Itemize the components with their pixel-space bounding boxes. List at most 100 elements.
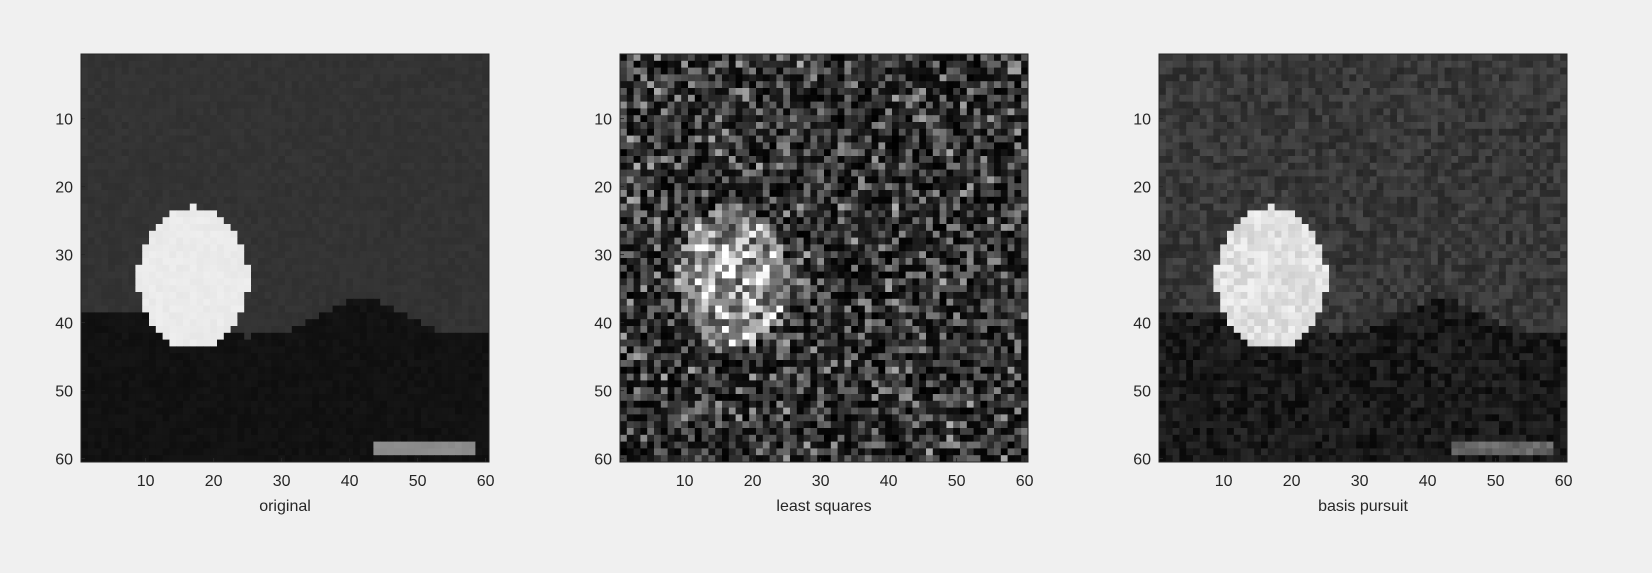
- heatmap-cell: [291, 94, 299, 102]
- heatmap-cell: [810, 169, 818, 177]
- heatmap-cell: [468, 258, 476, 266]
- heatmap-cell: [421, 60, 429, 68]
- heatmap-cell: [728, 54, 736, 62]
- heatmap-cell: [121, 360, 129, 368]
- heatmap-cell: [325, 128, 333, 136]
- heatmap-cell: [421, 441, 429, 449]
- heatmap-cell: [339, 230, 347, 238]
- heatmap-cell: [94, 421, 102, 429]
- heatmap-cell: [407, 60, 415, 68]
- heatmap-cell: [149, 244, 157, 252]
- heatmap-cell: [230, 128, 238, 136]
- heatmap-cell: [285, 108, 293, 116]
- heatmap-cell: [312, 326, 320, 334]
- heatmap-cell: [271, 251, 279, 259]
- heatmap-cell: [858, 169, 866, 177]
- heatmap-cell: [660, 162, 668, 170]
- heatmap-cell: [885, 203, 893, 211]
- heatmap-cell: [715, 74, 723, 82]
- heatmap-cell: [475, 230, 483, 238]
- heatmap-cell: [115, 149, 123, 157]
- heatmap-cell: [162, 135, 170, 143]
- heatmap-cell: [183, 332, 191, 340]
- heatmap-cell: [461, 169, 469, 177]
- heatmap-cell: [973, 88, 981, 96]
- heatmap-cell: [339, 169, 347, 177]
- heatmap-cell: [830, 115, 838, 123]
- heatmap-cell: [149, 74, 157, 82]
- heatmap-cell: [101, 156, 109, 164]
- heatmap-cell: [169, 74, 177, 82]
- heatmap-cell: [434, 339, 442, 347]
- heatmap-cell: [121, 326, 129, 334]
- heatmap-cell: [264, 203, 272, 211]
- heatmap-cell: [407, 434, 415, 442]
- heatmap-cell: [81, 441, 89, 449]
- heatmap-cell: [421, 394, 429, 402]
- heatmap-cell: [176, 156, 184, 164]
- heatmap-cell: [203, 244, 211, 252]
- heatmap-cell: [189, 224, 197, 232]
- heatmap-cell: [790, 142, 798, 150]
- heatmap-cell: [278, 122, 286, 130]
- heatmap-cell: [966, 176, 974, 184]
- heatmap-cell: [312, 312, 320, 320]
- heatmap-cell: [359, 128, 367, 136]
- heatmap-cell: [980, 115, 988, 123]
- heatmap-cell: [1000, 81, 1008, 89]
- heatmap-cell: [142, 312, 150, 320]
- heatmap-cell: [251, 196, 259, 204]
- heatmap-cell: [298, 387, 306, 395]
- heatmap-cell: [271, 67, 279, 75]
- heatmap-cell: [414, 115, 422, 123]
- heatmap-cell: [210, 196, 218, 204]
- heatmap-cell: [142, 210, 150, 218]
- heatmap-cell: [715, 108, 723, 116]
- heatmap-cell: [223, 94, 231, 102]
- heatmap-cell: [271, 448, 279, 456]
- heatmap-cell: [400, 400, 408, 408]
- heatmap-cell: [885, 94, 893, 102]
- heatmap-cell: [217, 428, 225, 436]
- heatmap-cell: [339, 428, 347, 436]
- heatmap-cell: [427, 210, 435, 218]
- heatmap-cell: [271, 115, 279, 123]
- heatmap-cell: [251, 230, 259, 238]
- heatmap-cell: [183, 67, 191, 75]
- heatmap-cell: [189, 366, 197, 374]
- heatmap-cell: [366, 169, 374, 177]
- heatmap-cell: [366, 149, 374, 157]
- heatmap-cell: [210, 230, 218, 238]
- heatmap-cell: [121, 251, 129, 259]
- heatmap-cell: [128, 224, 136, 232]
- heatmap-cell: [298, 108, 306, 116]
- heatmap-cell: [946, 190, 954, 198]
- heatmap-cell: [353, 101, 361, 109]
- heatmap-cell: [994, 94, 1002, 102]
- heatmap-cell: [448, 312, 456, 320]
- heatmap-cell: [244, 360, 252, 368]
- heatmap-cell: [427, 264, 435, 272]
- heatmap-cell: [871, 176, 879, 184]
- heatmap-cell: [414, 394, 422, 402]
- heatmap-cell: [407, 169, 415, 177]
- heatmap-cell: [176, 434, 184, 442]
- heatmap-cell: [455, 142, 463, 150]
- heatmap-cell: [885, 88, 893, 96]
- heatmap-cell: [421, 332, 429, 340]
- heatmap-cell: [135, 88, 143, 96]
- heatmap-cell: [987, 108, 995, 116]
- heatmap-cell: [708, 176, 716, 184]
- heatmap-cell: [640, 142, 648, 150]
- heatmap-cell: [387, 217, 395, 225]
- heatmap-cell: [701, 94, 709, 102]
- heatmap-cell: [421, 183, 429, 191]
- heatmap-cell: [257, 210, 265, 218]
- heatmap-cell: [407, 176, 415, 184]
- heatmap-cell: [142, 135, 150, 143]
- heatmap-cell: [81, 298, 89, 306]
- heatmap-cell: [783, 156, 791, 164]
- heatmap-cell: [189, 455, 197, 463]
- heatmap-cell: [264, 353, 272, 361]
- heatmap-cell: [407, 292, 415, 300]
